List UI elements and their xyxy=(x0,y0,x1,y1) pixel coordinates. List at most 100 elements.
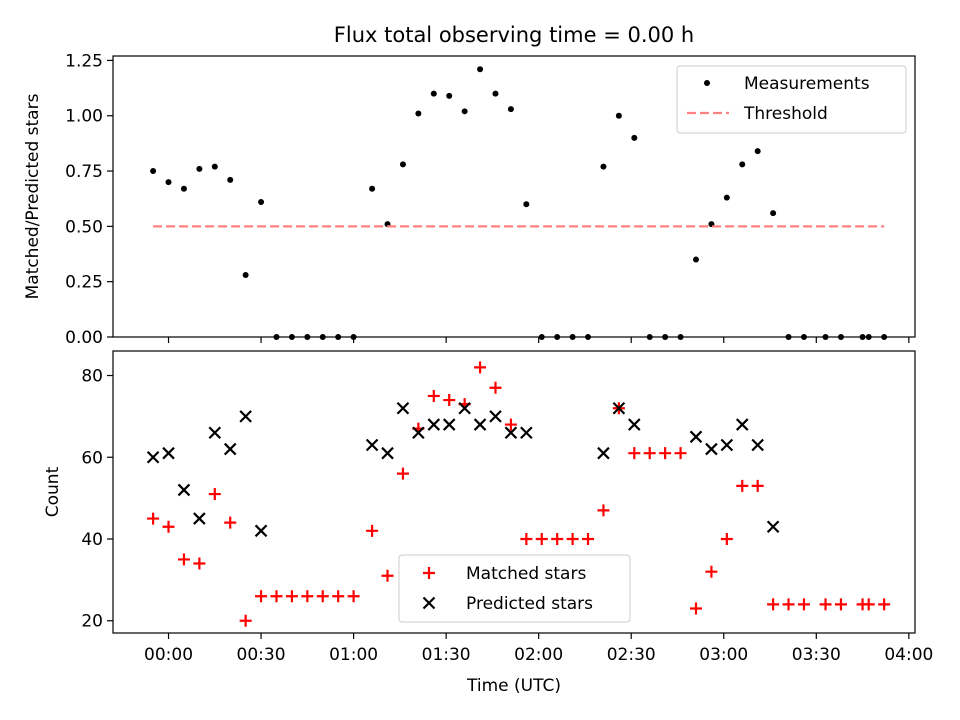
legend-matched-marker xyxy=(423,567,435,579)
legend-box xyxy=(398,554,631,623)
measurement-point xyxy=(461,108,468,115)
measurement-point xyxy=(227,176,234,183)
predicted-star-point xyxy=(442,418,456,431)
y-tick-label: 40 xyxy=(81,530,103,550)
measurement-point xyxy=(507,106,514,113)
measurement-point xyxy=(399,161,406,168)
measurement-point xyxy=(859,334,866,340)
y-tick-label: 0.25 xyxy=(65,273,103,293)
measurement-point xyxy=(369,185,376,192)
measurement-point xyxy=(242,272,249,279)
y-tick-label: 80 xyxy=(81,367,103,387)
y-tick-label: 1.25 xyxy=(65,51,103,71)
predicted-star-point xyxy=(489,410,502,423)
matched-star-point xyxy=(316,590,329,603)
matched-star-point xyxy=(208,488,221,501)
predicted-star-point xyxy=(689,430,703,444)
measurement-point xyxy=(258,199,265,206)
predicted-star-point xyxy=(628,418,641,431)
axes-frame xyxy=(112,350,916,634)
measurement-point xyxy=(196,165,203,172)
measurement-point xyxy=(335,334,342,340)
matched-star-point xyxy=(224,516,237,529)
predicted-star-point xyxy=(720,438,734,452)
measurement-point xyxy=(319,334,326,340)
matched-star-point xyxy=(878,598,891,611)
y-tick-label: 60 xyxy=(81,448,103,468)
y-tick-label: 0.50 xyxy=(65,217,103,237)
measurement-point xyxy=(881,334,888,340)
measurement-point xyxy=(446,92,453,99)
y-tick-label: 20 xyxy=(81,612,103,632)
y-tick-label: 0.00 xyxy=(65,328,103,348)
measurement-point xyxy=(492,90,499,97)
predicted-star-point xyxy=(597,446,610,460)
matched-star-point xyxy=(396,467,409,480)
matched-star-point xyxy=(862,598,875,611)
measurement-point xyxy=(770,210,777,217)
predicted-star-point xyxy=(612,401,626,415)
measurement-point xyxy=(350,334,357,340)
legend-box xyxy=(676,65,907,134)
matched-star-point xyxy=(834,598,847,611)
x-tick-label: 02:00 xyxy=(514,645,563,665)
matched-star-point xyxy=(674,447,687,460)
predicted-star-point xyxy=(458,401,471,415)
x-tick-label: 04:00 xyxy=(884,645,933,665)
predicted-star-point xyxy=(239,410,252,423)
predicted-star-point xyxy=(473,418,487,431)
matched-star-point xyxy=(705,565,718,578)
predicted-star-point xyxy=(146,450,160,464)
matched-star-point xyxy=(751,479,764,492)
measurement-point xyxy=(180,185,187,192)
predicted-star-point xyxy=(412,426,425,440)
y-tick-label: 1.00 xyxy=(65,107,103,127)
measurement-point xyxy=(211,163,218,170)
predicted-star-point xyxy=(427,418,441,431)
matched-star-point xyxy=(285,590,298,603)
top-panel: 0.00 0.25 0.50 0.75 1.00 1.25 Matched/Predicte… xyxy=(23,51,916,348)
matched-star-point xyxy=(443,394,456,407)
matched-star-point xyxy=(659,447,672,460)
matched-star-point xyxy=(332,590,345,603)
measurement-point xyxy=(523,201,530,208)
matched-star-point xyxy=(551,533,564,545)
matched-star-point xyxy=(489,381,502,394)
matched-star-point xyxy=(301,590,314,603)
legend-predicted-marker xyxy=(422,596,436,610)
y-axis-label: Count xyxy=(43,466,63,517)
x-tick-label: 03:30 xyxy=(792,645,841,665)
y-axis-label: Matched/Predicted stars xyxy=(23,93,43,299)
measurement-point xyxy=(865,334,872,340)
measurement-point xyxy=(600,163,607,170)
matched-star-point xyxy=(147,512,160,525)
measurement-point xyxy=(677,334,684,340)
predicted-star-point xyxy=(766,520,780,534)
axes-frame xyxy=(112,55,916,338)
measurement-point xyxy=(477,66,484,73)
measurement-point xyxy=(631,134,638,141)
x-tick-label: 02:30 xyxy=(607,645,656,665)
predicted-star-point xyxy=(504,426,518,440)
measurement-point xyxy=(837,334,844,340)
x-tick-label: 01:30 xyxy=(422,645,471,665)
x-axis-label: Time (UTC) xyxy=(466,676,561,696)
matched-star-point xyxy=(597,504,610,517)
matched-star-point xyxy=(767,598,780,611)
measurement-point xyxy=(754,148,761,155)
matched-star-point xyxy=(255,590,268,603)
predicted-star-point xyxy=(396,401,410,415)
matched-star-point xyxy=(504,418,517,431)
y-tick-label: 0.75 xyxy=(65,162,103,182)
legend-predicted-label: Predicted stars xyxy=(466,594,593,614)
x-tick-label: 00:30 xyxy=(237,645,286,665)
matched-star-point xyxy=(520,533,533,545)
matched-star-point xyxy=(566,533,579,545)
matched-star-point xyxy=(736,479,749,492)
matched-star-point xyxy=(643,447,656,460)
predicted-star-point xyxy=(208,426,222,440)
legend-measurements-label: Measurements xyxy=(744,74,870,94)
measurement-point xyxy=(662,334,669,340)
matched-star-point xyxy=(535,533,548,545)
